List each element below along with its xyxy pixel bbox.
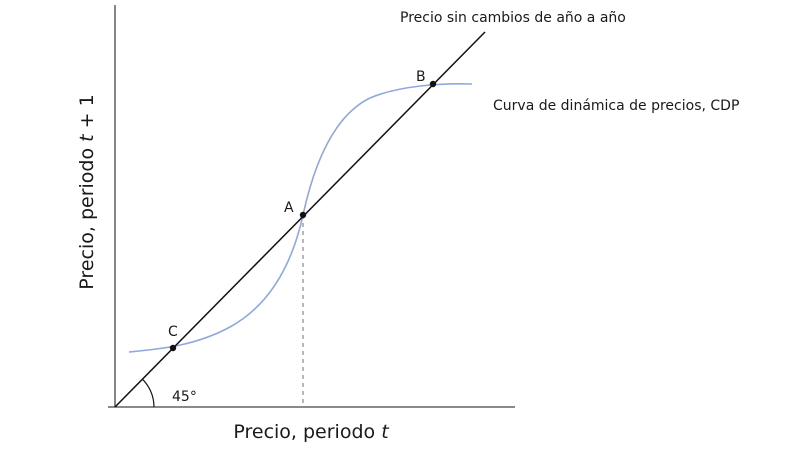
point-c-label: C bbox=[168, 324, 178, 340]
x-axis-title-variable: t bbox=[381, 421, 390, 443]
angle-label: 45° bbox=[172, 389, 197, 405]
point-a-label: A bbox=[284, 200, 294, 216]
point-a-marker bbox=[299, 211, 307, 219]
y-axis-title-suffix: + 1 bbox=[76, 94, 98, 134]
point-c-marker bbox=[169, 344, 177, 352]
point-b-marker bbox=[429, 80, 437, 88]
curve-label: Curva de dinámica de precios, CDP bbox=[493, 98, 739, 114]
price-dynamics-curve bbox=[128, 83, 473, 353]
x-axis-title-text: Precio, periodo bbox=[233, 421, 381, 443]
angle-arc bbox=[141, 378, 155, 408]
x-axis-title: Precio, periodo t bbox=[233, 421, 390, 443]
y-axis-title: Precio, periodo t + 1 bbox=[76, 94, 98, 289]
y-axis-title-text: Precio, periodo bbox=[76, 142, 98, 290]
y-axis-title-variable: t bbox=[76, 133, 98, 142]
point-b-label: B bbox=[416, 69, 426, 85]
no-change-diagonal-line bbox=[114, 31, 486, 408]
diagonal-line-label: Precio sin cambios de año a año bbox=[400, 10, 626, 26]
